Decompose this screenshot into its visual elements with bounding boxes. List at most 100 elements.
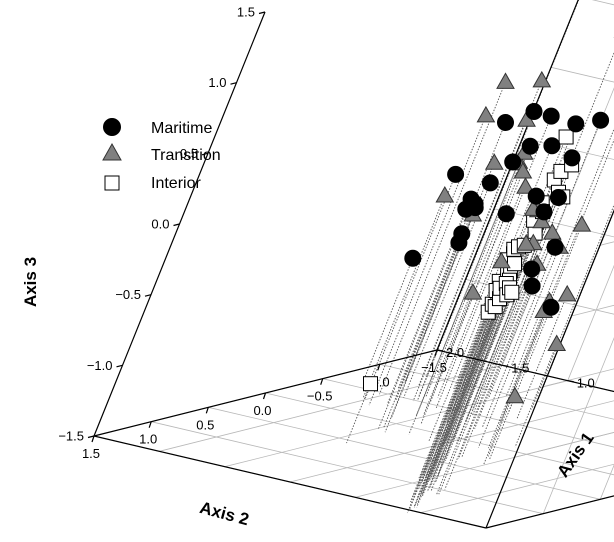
x-tick-mark <box>502 364 509 367</box>
y-tick-label: 1.0 <box>139 432 157 447</box>
frame-edge <box>485 209 614 529</box>
point-transition <box>513 161 533 179</box>
point-maritime <box>567 115 585 133</box>
drop-line <box>418 80 543 386</box>
right-wall-gridline <box>493 208 614 238</box>
drop-line <box>368 115 487 406</box>
y-tick-mark <box>320 378 324 385</box>
drop-line <box>437 146 531 376</box>
point-interior <box>507 256 522 272</box>
point-maritime <box>523 260 541 278</box>
point-interior <box>558 129 574 145</box>
point-transition <box>492 251 511 269</box>
drop-line <box>437 115 552 398</box>
y-tick-mark <box>434 349 438 357</box>
point-maritime <box>549 189 567 206</box>
drop-line <box>430 213 507 402</box>
z-tick-label: −1.0 <box>87 358 113 373</box>
x-tick-mark <box>436 349 444 352</box>
drop-line <box>428 261 502 441</box>
right-wall-gridline <box>465 278 614 315</box>
legend: Maritime Transition Interior <box>102 118 221 192</box>
point-maritime <box>504 153 522 171</box>
drop-line <box>425 152 525 398</box>
y-tick-label: −1.5 <box>421 360 447 375</box>
z-tick-label: 0.5 <box>180 146 198 161</box>
left-wall-gridline <box>514 431 614 458</box>
point-transition <box>572 215 592 232</box>
point-transition <box>476 105 496 123</box>
y-tick-mark <box>205 407 209 414</box>
z-tick-mark <box>116 364 123 368</box>
point-maritime <box>542 107 560 125</box>
point-maritime <box>546 238 564 256</box>
y-tick-mark <box>262 392 267 400</box>
point-transition <box>516 234 536 251</box>
drop-line <box>452 221 543 441</box>
y-tick-mark <box>377 364 381 371</box>
drop-line <box>425 246 519 478</box>
drop-line <box>379 81 506 395</box>
floor-gridline <box>485 495 614 529</box>
z-tick-mark <box>87 435 95 439</box>
drop-line <box>499 138 614 424</box>
left-wall-gridline <box>571 304 614 317</box>
drop-line <box>507 307 552 414</box>
point-transition <box>516 177 535 194</box>
point-layer <box>363 37 614 404</box>
point-maritime <box>521 137 539 155</box>
frame-edge <box>93 435 487 529</box>
drop-line <box>445 243 527 442</box>
drop-line <box>435 171 562 483</box>
z-tick-mark <box>144 294 152 297</box>
drop-line <box>421 294 504 496</box>
drop-line <box>482 301 550 466</box>
point-maritime <box>543 137 561 155</box>
drop-line <box>478 246 560 448</box>
point-maritime <box>450 234 468 252</box>
point-transition <box>496 72 515 89</box>
x-axis-title: Axis 1 <box>553 429 597 481</box>
frame-edge <box>485 495 614 529</box>
point-maritime <box>497 114 514 131</box>
z-tick-label: 1.0 <box>208 75 226 90</box>
drop-line <box>514 343 558 448</box>
left-wall-gridline <box>599 241 614 246</box>
drop-line <box>346 383 371 444</box>
legend-marker-interior <box>104 175 120 191</box>
point-transition <box>463 283 483 300</box>
legend-marker-maritime <box>103 118 121 136</box>
point-maritime <box>523 277 541 295</box>
drop-line <box>386 209 467 405</box>
drop-line <box>400 242 460 388</box>
x-tick-mark <box>567 380 574 383</box>
floor-gridline <box>379 363 614 420</box>
z-tick-mark <box>201 152 209 156</box>
y-tick-mark <box>148 421 152 428</box>
y-tick-label: 0.0 <box>253 403 271 418</box>
z-tick-mark <box>173 223 180 227</box>
point-maritime <box>497 205 515 223</box>
z-tick-mark <box>230 82 237 85</box>
legend-label-transition: Transition <box>151 147 221 164</box>
x-tick-label: 1.0 <box>577 376 595 391</box>
frame-edge <box>436 0 579 351</box>
drop-line <box>412 119 528 402</box>
left-wall-gridline <box>542 368 614 388</box>
drop-line <box>472 197 559 410</box>
floor-gridline <box>151 421 544 515</box>
point-maritime <box>404 249 422 267</box>
drop-line <box>362 195 446 398</box>
drop-line <box>487 120 602 399</box>
drop-line <box>457 263 538 459</box>
y-tick-label: 1.5 <box>82 446 100 461</box>
point-transition <box>484 153 504 170</box>
point-maritime <box>563 149 581 167</box>
drop-line <box>415 162 519 417</box>
drop-line <box>428 294 508 489</box>
drop-line <box>422 292 474 416</box>
point-transition <box>532 70 552 88</box>
drop-line <box>413 290 497 496</box>
z-tick-mark <box>258 11 266 15</box>
drop-line <box>487 224 583 457</box>
